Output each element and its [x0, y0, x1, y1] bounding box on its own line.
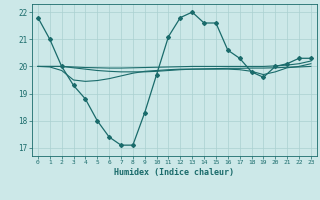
- X-axis label: Humidex (Indice chaleur): Humidex (Indice chaleur): [115, 168, 234, 177]
